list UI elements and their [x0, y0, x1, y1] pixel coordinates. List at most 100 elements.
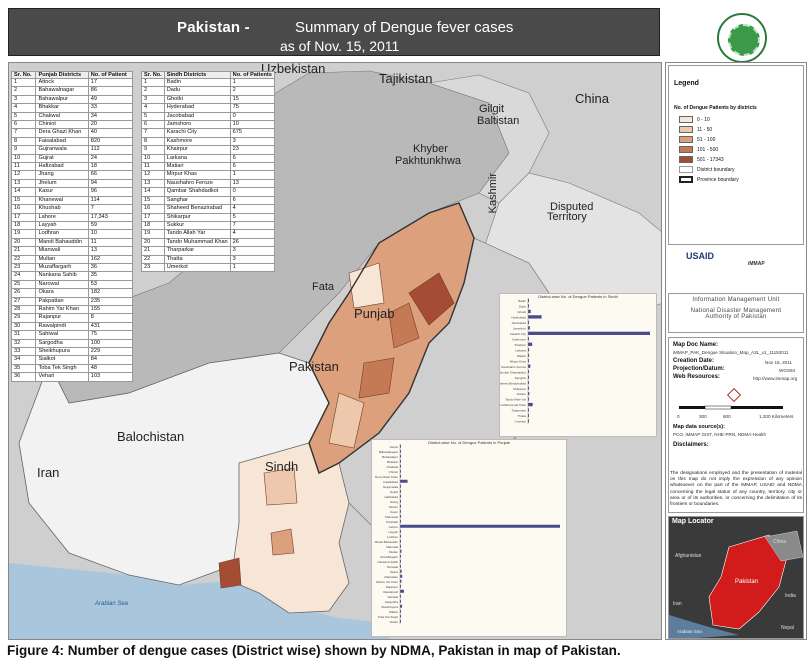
punjab-cell: 23: [10, 262, 37, 273]
sindh-bar-label: Dadu: [519, 305, 527, 309]
sindh-cell: 5: [229, 212, 275, 222]
punjab-bar: [400, 459, 401, 463]
sindh-bar-label: Sanghar: [515, 376, 526, 380]
legend-title: Legend: [674, 80, 699, 87]
sindh-row: 19 Tando Allah Yar 4: [141, 229, 275, 239]
punjab-cell: Nankana Sahib: [35, 271, 89, 281]
legend-swatch: [679, 176, 693, 183]
punjab-bar-label: Jhang: [390, 500, 399, 504]
sindh-cell: 12: [141, 170, 165, 180]
punjab-cell: 20: [87, 120, 134, 130]
sindh-bar-label: Ghotki: [517, 310, 526, 314]
label-sindh: Sindh: [265, 459, 299, 474]
scale-300: 300: [699, 414, 707, 419]
punjab-cell: Sheikhupura: [35, 346, 89, 357]
usaid-logo: USAID: [686, 251, 715, 261]
sindh-row: 14 Qambar Shahdadkot 0: [141, 187, 275, 197]
label-punjab: Punjab: [354, 306, 395, 321]
punjab-cell: Muzaffargarh: [35, 262, 89, 273]
label-kashmir: Kashmir: [487, 173, 499, 214]
sindh-cell: 675: [229, 128, 275, 138]
sindh-bar: [528, 380, 529, 385]
punjab-cell: 35: [10, 363, 37, 374]
punjab-cell: Attock: [35, 77, 89, 88]
sindh-inset-title: District-wise No. of Dengue Patients in …: [538, 294, 618, 299]
sindh-cell: Qambar Shahdadkot: [163, 187, 231, 197]
punjab-cell: 2: [10, 86, 37, 96]
label-uzbekistan: Uzbekistan: [261, 62, 326, 76]
khairpur-district: [263, 467, 298, 506]
punjab-row: 19 Lodhran 10: [10, 229, 134, 239]
punjab-cell: Lodhran: [35, 229, 89, 239]
scale-1200: 1,200 Kilometers: [759, 414, 794, 419]
punjab-cell: 25: [10, 279, 37, 290]
label-iran: Iran: [37, 465, 60, 480]
punjab-bar: [400, 614, 401, 618]
creation-date-value: Nov 15, 2011: [765, 360, 792, 365]
sindh-cell: Kashmore: [163, 136, 231, 147]
disclaimer-text: The designations employed and the presen…: [670, 471, 802, 508]
punjab-row: 14 Kasur 96: [10, 187, 134, 197]
sindh-row: 21 Tharparkar 3: [141, 246, 275, 256]
locator-map: [669, 517, 803, 638]
sindh-cell: 10: [229, 120, 275, 130]
title-line2: as of Nov. 15, 2011: [280, 38, 400, 54]
punjab-cell: 9: [10, 145, 37, 155]
locator-iran: Iran: [673, 601, 682, 607]
punjab-row: 15 Khanewal 114: [10, 195, 134, 206]
punjab-bar-label: Lodhran: [387, 535, 398, 539]
legend-swatch: [679, 136, 693, 143]
punjab-cell: 96: [87, 187, 134, 197]
sindh-bar-label: Tando Muhammad Khan: [500, 403, 526, 407]
punjab-bar: [400, 559, 401, 563]
title-country: Pakistan -: [177, 19, 250, 36]
sindh-bar-label: Jacobabad: [511, 321, 526, 325]
punjab-cell: 40: [87, 128, 134, 138]
punjab-cell: Faisalabad: [35, 136, 89, 147]
punjab-cell: 34: [10, 355, 37, 365]
punjab-bar: [400, 499, 401, 503]
punjab-bar: [400, 454, 401, 458]
sindh-cell: 20: [141, 237, 165, 248]
sindh-cell: Naushahro Feroze: [163, 178, 231, 189]
punjab-row: 13 Jhelum 94: [10, 178, 134, 189]
punjab-cell: Narowal: [35, 279, 89, 290]
punjab-bar-label: Nankana Sahib: [377, 560, 398, 564]
sindh-cell: 23: [229, 145, 275, 155]
punjab-bar: [400, 524, 560, 528]
sindh-cell: Umerkot: [163, 262, 231, 273]
punjab-bar-label: Chakwal: [386, 465, 398, 469]
sindh-row: 15 Sanghar 6: [141, 195, 275, 206]
punjab-cell: 820: [87, 136, 134, 147]
sindh-bar: [528, 337, 529, 341]
legend-swatch: [679, 126, 693, 133]
punjab-row: 18 Layyah 59: [10, 220, 134, 231]
sindh-cell: 4: [229, 229, 275, 239]
sindh-cell: 4: [141, 103, 165, 113]
sindh-bar: [528, 402, 533, 407]
punjab-row: 25 Narowal 53: [10, 279, 134, 290]
sindh-col-district: Sindh Districts: [163, 71, 231, 79]
sindh-cell: 11: [141, 162, 165, 172]
punjab-cell: 27: [10, 296, 37, 306]
sindh-bar: [528, 419, 529, 423]
label-tajikistan: Tajikistan: [379, 71, 433, 86]
punjab-bar: [400, 534, 401, 538]
punjab-cell: 24: [87, 153, 134, 164]
punjab-bar-label: Rajanpur: [386, 585, 398, 589]
punjab-row: 9 Gujranwala 112: [10, 145, 134, 155]
sindh-row: 7 Karachi City 675: [141, 128, 275, 138]
punjab-bar: [400, 569, 402, 573]
sindh-bar: [528, 298, 529, 303]
web-label: Web Resources:: [673, 374, 720, 380]
map-locator: Map Locator Afghanistan Pakistan Iran In…: [668, 516, 804, 639]
punjab-cell: 35: [87, 271, 134, 281]
sindh-bar-label: Tharparkar: [511, 409, 526, 413]
legend-swatch: [679, 116, 693, 123]
punjab-cell: Bahawalpur: [35, 94, 89, 105]
punjab-cell: 8: [87, 313, 134, 323]
punjab-bar: [400, 554, 401, 558]
punjab-cell: 11: [87, 237, 134, 248]
punjab-cell: 100: [87, 338, 134, 349]
